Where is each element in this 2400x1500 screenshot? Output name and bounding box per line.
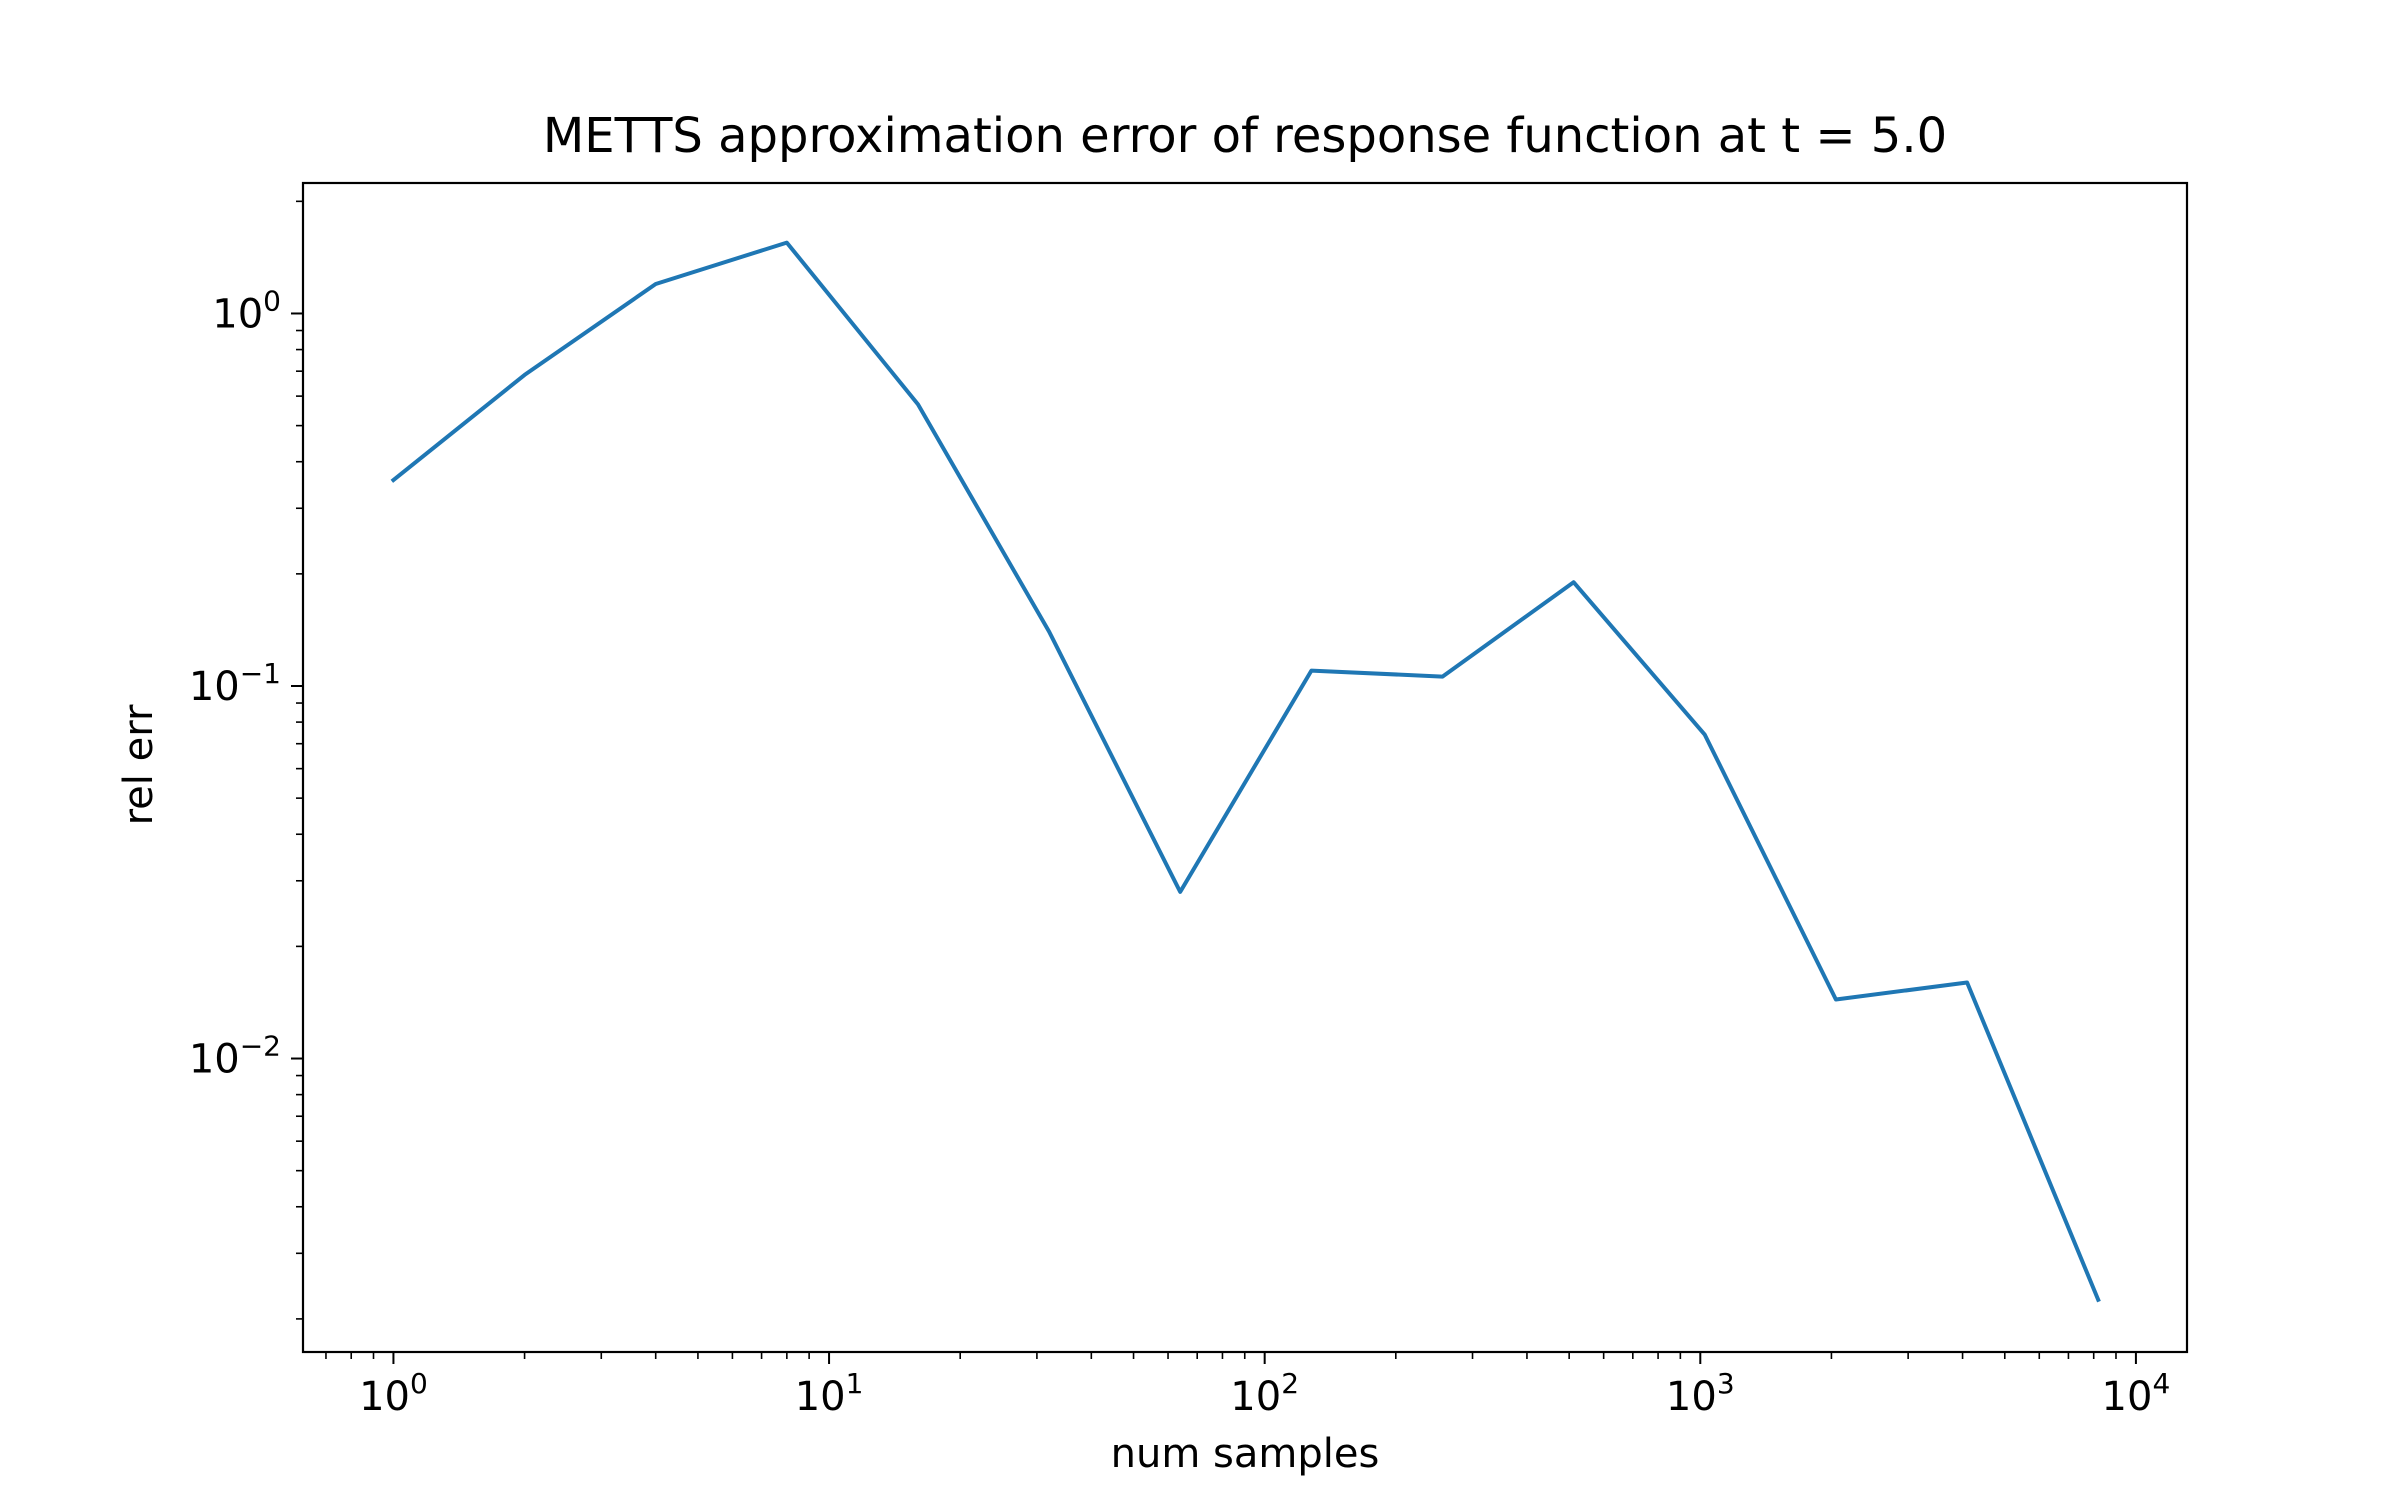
x-tick-label: 104 <box>2102 1367 2171 1420</box>
tick-labels: 100 101 102 103 104 10−2 10−1 100 <box>189 284 2170 1420</box>
x-tick-label: 102 <box>1230 1367 1299 1420</box>
x-tick-label: 101 <box>795 1367 864 1420</box>
chart-title: METTS approximation error of response fu… <box>543 108 1947 164</box>
y-tick-label: 10−2 <box>189 1030 281 1083</box>
plot-series <box>390 240 2101 1303</box>
x-tick-label: 100 <box>359 1367 428 1420</box>
y-tick-label: 10−1 <box>189 657 281 710</box>
y-tick-label: 100 <box>212 284 281 337</box>
series-line <box>390 240 2101 1303</box>
x-tick-label: 103 <box>1666 1367 1735 1420</box>
y-axis-label: rel err <box>116 704 162 825</box>
x-axis-label: num samples <box>1111 1431 1380 1477</box>
plot-frame <box>301 181 2189 1354</box>
major-ticks <box>291 312 2137 1364</box>
minor-ticks <box>296 200 2117 1359</box>
